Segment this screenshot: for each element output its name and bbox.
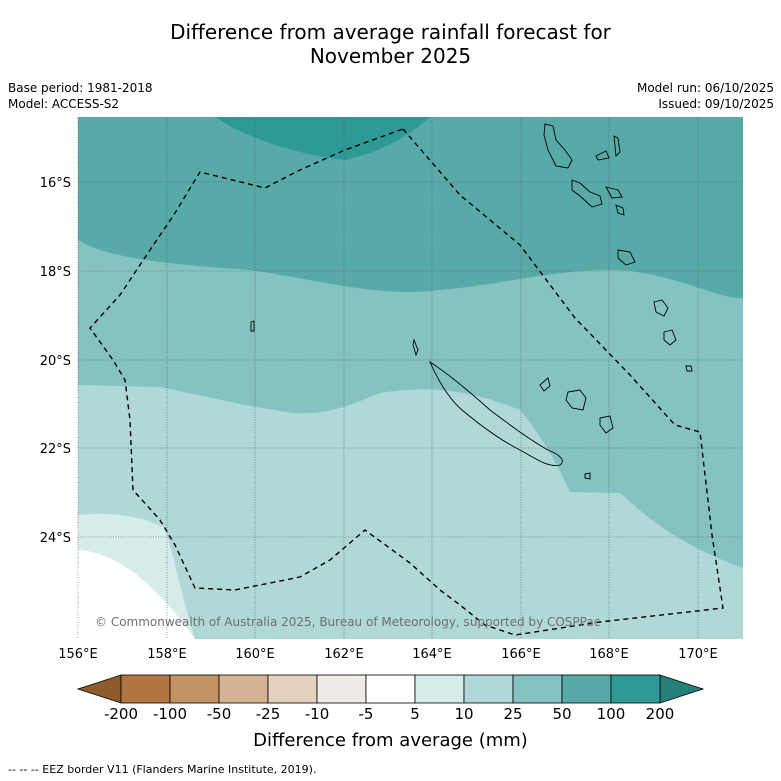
colorbar-tick: -10 (304, 705, 330, 723)
island (543, 123, 573, 169)
eez-legend: -- -- -- EEZ border V11 (Flanders Marine… (8, 763, 317, 776)
lon-label: 166°E (501, 647, 541, 662)
colorbar-tick: -25 (255, 705, 281, 723)
island (605, 186, 623, 199)
lon-label: 168°E (589, 647, 629, 662)
island (584, 472, 591, 480)
lon-label: 158°E (147, 647, 187, 662)
model-name: Model: ACCESS-S2 (8, 97, 120, 111)
colorbar-segment (512, 674, 563, 704)
island (617, 249, 636, 266)
longitude-labels: 156°E 158°E 160°E 162°E 164°E 166°E 168°… (58, 647, 718, 662)
island (250, 320, 255, 332)
colorbar (76, 674, 705, 704)
colorbar-tick: 10 (454, 705, 474, 723)
rainfall-anomaly-field (78, 117, 743, 639)
colorbar-tick: 200 (645, 705, 675, 723)
lat-label: 20°S (40, 354, 71, 369)
island (595, 150, 610, 161)
colorbar-segment (120, 674, 171, 704)
zone-neutral (78, 550, 195, 639)
island (599, 415, 614, 434)
island (653, 299, 669, 317)
colorbar-label: Difference from average (mm) (253, 730, 528, 751)
colorbar-tick: 50 (552, 705, 572, 723)
island (412, 338, 419, 357)
colorbar-over-arrow (659, 674, 705, 704)
colorbar-segment (561, 674, 612, 704)
colorbar-segment (463, 674, 514, 704)
model-run: Model run: 06/10/2025 (636, 81, 774, 95)
colorbar-segment (218, 674, 269, 704)
colorbar-segment (414, 674, 465, 704)
lon-label: 160°E (235, 647, 275, 662)
colorbar-segment (267, 674, 318, 704)
eez-border (89, 128, 724, 636)
island (571, 179, 603, 208)
colorbar-segment (169, 674, 220, 704)
island (663, 329, 677, 346)
issued-date: Issued: 09/10/2025 (658, 97, 774, 111)
colorbar-segment (610, 674, 661, 704)
lon-label: 170°E (678, 647, 718, 662)
colorbar-under-arrow (76, 674, 122, 704)
colorbar-tick: -50 (206, 705, 232, 723)
colorbar-tick: -5 (358, 705, 374, 723)
title-line-1: Difference from average rainfall forecas… (170, 20, 611, 44)
colorbar-tick: 25 (503, 705, 523, 723)
lat-label: 24°S (40, 531, 71, 546)
island (565, 389, 587, 411)
colorbar-segment (365, 674, 416, 704)
lon-label: 156°E (58, 647, 98, 662)
lon-label: 162°E (324, 647, 364, 662)
island (615, 204, 625, 216)
colorbar-tick: -200 (103, 705, 139, 723)
lat-label: 18°S (40, 265, 71, 280)
colorbar-segment (316, 674, 367, 704)
island (685, 365, 693, 372)
latitude-labels: 16°S 18°S 20°S 22°S 24°S (40, 176, 71, 546)
zone-100-200 (215, 117, 430, 160)
coastlines (250, 123, 693, 480)
colorbar-tick: 5 (410, 705, 420, 723)
zone-10-25 (78, 385, 743, 639)
copyright-text: © Commonwealth of Australia 2025, Bureau… (95, 615, 600, 629)
colorbar-tick: 100 (596, 705, 626, 723)
lon-label: 164°E (412, 647, 452, 662)
island (613, 135, 621, 157)
title-line-2: November 2025 (309, 44, 472, 68)
new-caledonia (428, 360, 563, 466)
base-period: Base period: 1981-2018 (8, 81, 153, 95)
lat-label: 22°S (40, 442, 71, 457)
island (539, 377, 551, 392)
graticule (77, 117, 743, 639)
lat-label: 16°S (40, 176, 71, 191)
colorbar-tick: -100 (152, 705, 188, 723)
